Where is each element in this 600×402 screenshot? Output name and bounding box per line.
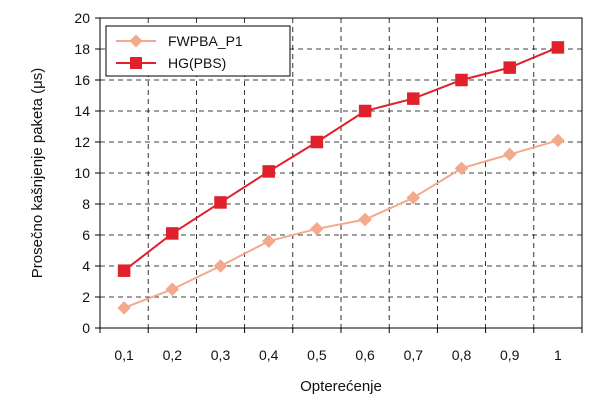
y-tick-label: 4 bbox=[82, 258, 90, 274]
y-tick-label: 8 bbox=[82, 196, 90, 212]
data-point-hg-pbs bbox=[166, 227, 179, 240]
data-point-fwpba-p1 bbox=[502, 147, 517, 162]
data-point-fwpba-p1 bbox=[358, 212, 372, 227]
series-hg-pbs bbox=[117, 41, 565, 277]
y-tick-label: 2 bbox=[82, 289, 90, 305]
x-tick-label: 0,7 bbox=[404, 347, 424, 363]
x-tick-label: 0,4 bbox=[259, 347, 279, 363]
data-point-hg-pbs bbox=[262, 165, 275, 178]
data-point-hg-pbs bbox=[551, 41, 565, 54]
y-tick-label: 0 bbox=[82, 320, 90, 336]
data-point-fwpba-p1 bbox=[551, 133, 565, 148]
y-tick-label: 10 bbox=[74, 165, 90, 181]
x-tick-label: 0,9 bbox=[500, 347, 520, 363]
legend-item-hg-pbs: HG(PBS) bbox=[116, 55, 226, 71]
data-point-fwpba-p1 bbox=[165, 282, 180, 297]
series-line-fwpba-p1 bbox=[123, 139, 559, 309]
y-tick-label: 14 bbox=[74, 103, 90, 119]
data-point-fwpba-p1 bbox=[454, 161, 469, 176]
legend-marker-diamond bbox=[129, 34, 143, 48]
legend: FWPBA_P1 HG(PBS) bbox=[105, 25, 291, 77]
data-point-hg-pbs bbox=[117, 264, 131, 277]
x-axis-title: Opterećenje bbox=[300, 378, 382, 395]
grid bbox=[100, 18, 582, 328]
x-tick-label: 1 bbox=[554, 347, 562, 363]
x-tick-label: 0,3 bbox=[211, 347, 231, 363]
legend-label-hg-pbs: HG(PBS) bbox=[168, 55, 226, 71]
legend-label-fwpba-p1: FWPBA_P1 bbox=[168, 33, 243, 49]
data-point-hg-pbs bbox=[455, 73, 468, 87]
data-point-fwpba-p1 bbox=[117, 300, 131, 315]
data-point-hg-pbs bbox=[407, 92, 420, 105]
series-group bbox=[117, 41, 565, 315]
data-point-fwpba-p1 bbox=[406, 190, 421, 205]
series-fwpba-p1 bbox=[117, 133, 565, 315]
x-tick-label: 0,1 bbox=[114, 347, 134, 363]
x-tick-label: 0,8 bbox=[452, 347, 472, 363]
series-line-hg-pbs bbox=[123, 46, 559, 272]
y-tick-label: 6 bbox=[82, 227, 90, 243]
data-point-hg-pbs bbox=[358, 104, 372, 118]
y-tick-label: 20 bbox=[74, 10, 90, 26]
data-point-hg-pbs bbox=[503, 61, 516, 74]
x-axis-ticks: 0,1 0,2 0,3 0,4 0,5 0,6 0,7 0,8 0,9 1 bbox=[99, 328, 583, 363]
data-point-hg-pbs bbox=[214, 196, 227, 209]
y-axis-title: Prosečno kašnjenje paketa (μs) bbox=[29, 68, 46, 278]
x-tick-label: 0,6 bbox=[355, 347, 375, 363]
legend-item-fwpba-p1: FWPBA_P1 bbox=[116, 33, 243, 49]
data-point-fwpba-p1 bbox=[213, 259, 228, 273]
data-point-fwpba-p1 bbox=[310, 221, 324, 236]
data-point-hg-pbs bbox=[310, 135, 324, 149]
x-tick-label: 0,2 bbox=[163, 347, 183, 363]
y-tick-label: 12 bbox=[74, 134, 90, 150]
y-tick-label: 16 bbox=[74, 72, 90, 88]
legend-marker-square bbox=[130, 57, 142, 69]
data-point-fwpba-p1 bbox=[261, 234, 276, 249]
y-tick-label: 18 bbox=[74, 41, 90, 57]
y-axis-ticks: 0 2 4 6 8 10 12 14 16 18 20 bbox=[74, 10, 100, 336]
x-tick-label: 0,5 bbox=[307, 347, 327, 363]
